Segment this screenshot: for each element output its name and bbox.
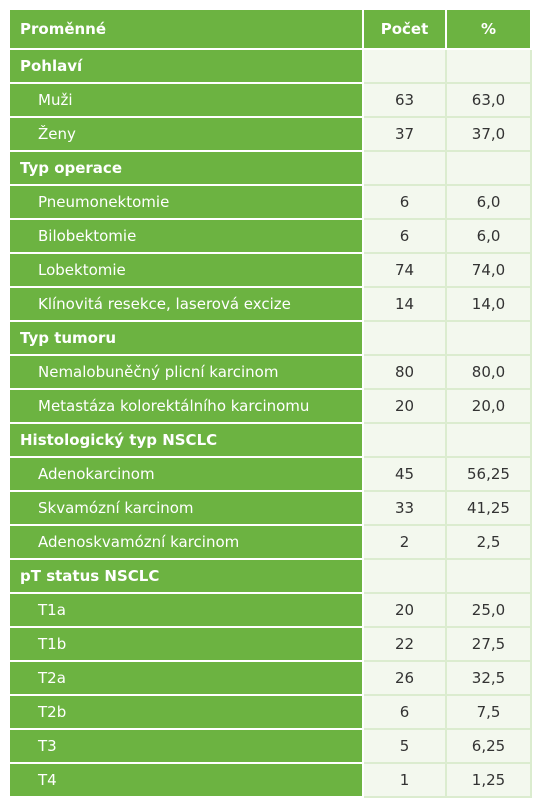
count-cell: 20 [362,388,447,424]
row-label: T2a [8,660,364,696]
empty-cell [445,150,532,186]
count-cell: 6 [362,218,447,254]
row-label: Ženy [8,116,364,152]
empty-cell [362,558,447,594]
percent-cell: 27,5 [445,626,532,662]
empty-cell [445,422,532,458]
count-cell: 33 [362,490,447,526]
empty-cell [445,48,532,84]
count-cell: 26 [362,660,447,696]
count-cell: 14 [362,286,447,322]
count-cell: 5 [362,728,447,764]
row-label: T4 [8,762,364,798]
empty-cell [362,48,447,84]
percent-cell: 6,0 [445,218,532,254]
row-label: T2b [8,694,364,730]
row-label: Adenoskvamózní karcinom [8,524,364,560]
section-title: pT status NSCLC [8,558,364,594]
count-cell: 74 [362,252,447,288]
data-row: Nemalobuněčný plicní karcinom 80 80,0 [8,354,532,390]
data-row: T3 5 6,25 [8,728,532,764]
data-row: T1b 22 27,5 [8,626,532,662]
percent-cell: 80,0 [445,354,532,390]
percent-cell: 56,25 [445,456,532,492]
row-label: Klínovitá resekce, laserová excize [8,286,364,322]
empty-cell [362,422,447,458]
count-cell: 1 [362,762,447,798]
percent-cell: 74,0 [445,252,532,288]
percent-cell: 41,25 [445,490,532,526]
data-table: Proměnné Počet% Pohlaví Muži 63 63,0 Ženy 37 37… [8,8,532,798]
count-cell: 45 [362,456,447,492]
percent-cell: 20,0 [445,388,532,424]
percent-cell: 32,5 [445,660,532,696]
data-row: Metastáza kolorektálního karcinomu 20 20,0 [8,388,532,424]
data-row: Pneumonektomie 6 6,0 [8,184,532,220]
data-row: Lobektomie 74 74,0 [8,252,532,288]
data-row: Klínovitá resekce, laserová excize 14 14,0 [8,286,532,322]
empty-cell [362,150,447,186]
row-label: Muži [8,82,364,118]
percent-cell: 25,0 [445,592,532,628]
row-label: Adenokarcinom [8,456,364,492]
data-row: Bilobektomie 6 6,0 [8,218,532,254]
header-cell: % [445,8,532,50]
data-row: T2a 26 32,5 [8,660,532,696]
count-cell: 37 [362,116,447,152]
empty-cell [362,320,447,356]
section-title: Typ tumoru [8,320,364,356]
data-row: T2b 6 7,5 [8,694,532,730]
empty-cell [445,320,532,356]
section-row: Typ operace [8,150,532,186]
row-label: Metastáza kolorektálního karcinomu [8,388,364,424]
row-label: T1a [8,592,364,628]
percent-cell: 2,5 [445,524,532,560]
header-cell: Počet [362,8,447,50]
row-label: Skvamózní karcinom [8,490,364,526]
count-cell: 22 [362,626,447,662]
row-label: T3 [8,728,364,764]
count-cell: 80 [362,354,447,390]
section-row: Typ tumoru [8,320,532,356]
count-cell: 20 [362,592,447,628]
percent-cell: 1,25 [445,762,532,798]
row-label: Pneumonektomie [8,184,364,220]
row-label: Nemalobuněčný plicní karcinom [8,354,364,390]
section-title: Pohlaví [8,48,364,84]
section-title: Histologický typ NSCLC [8,422,364,458]
data-row: Muži 63 63,0 [8,82,532,118]
percent-cell: 6,25 [445,728,532,764]
section-title: Typ operace [8,150,364,186]
row-label: T1b [8,626,364,662]
count-cell: 2 [362,524,447,560]
data-row: Adenokarcinom 45 56,25 [8,456,532,492]
section-row: Pohlaví [8,48,532,84]
row-label: Lobektomie [8,252,364,288]
percent-cell: 6,0 [445,184,532,220]
data-row: T1a 20 25,0 [8,592,532,628]
data-row: Adenoskvamózní karcinom 2 2,5 [8,524,532,560]
count-cell: 6 [362,694,447,730]
percent-cell: 63,0 [445,82,532,118]
data-row: T4 1 1,25 [8,762,532,798]
section-row: pT status NSCLC [8,558,532,594]
percent-cell: 7,5 [445,694,532,730]
row-label: Bilobektomie [8,218,364,254]
count-cell: 6 [362,184,447,220]
data-row: Skvamózní karcinom 33 41,25 [8,490,532,526]
count-cell: 63 [362,82,447,118]
empty-cell [445,558,532,594]
percent-cell: 14,0 [445,286,532,322]
header-row: Proměnné Počet% [8,8,532,50]
section-row: Histologický typ NSCLC [8,422,532,458]
table-header: Proměnné Počet% [8,8,532,50]
table-body: Pohlaví Muži 63 63,0 Ženy 37 37,0 Typ operace Pn… [8,48,532,798]
header-cell: Proměnné [8,8,364,50]
percent-cell: 37,0 [445,116,532,152]
data-row: Ženy 37 37,0 [8,116,532,152]
